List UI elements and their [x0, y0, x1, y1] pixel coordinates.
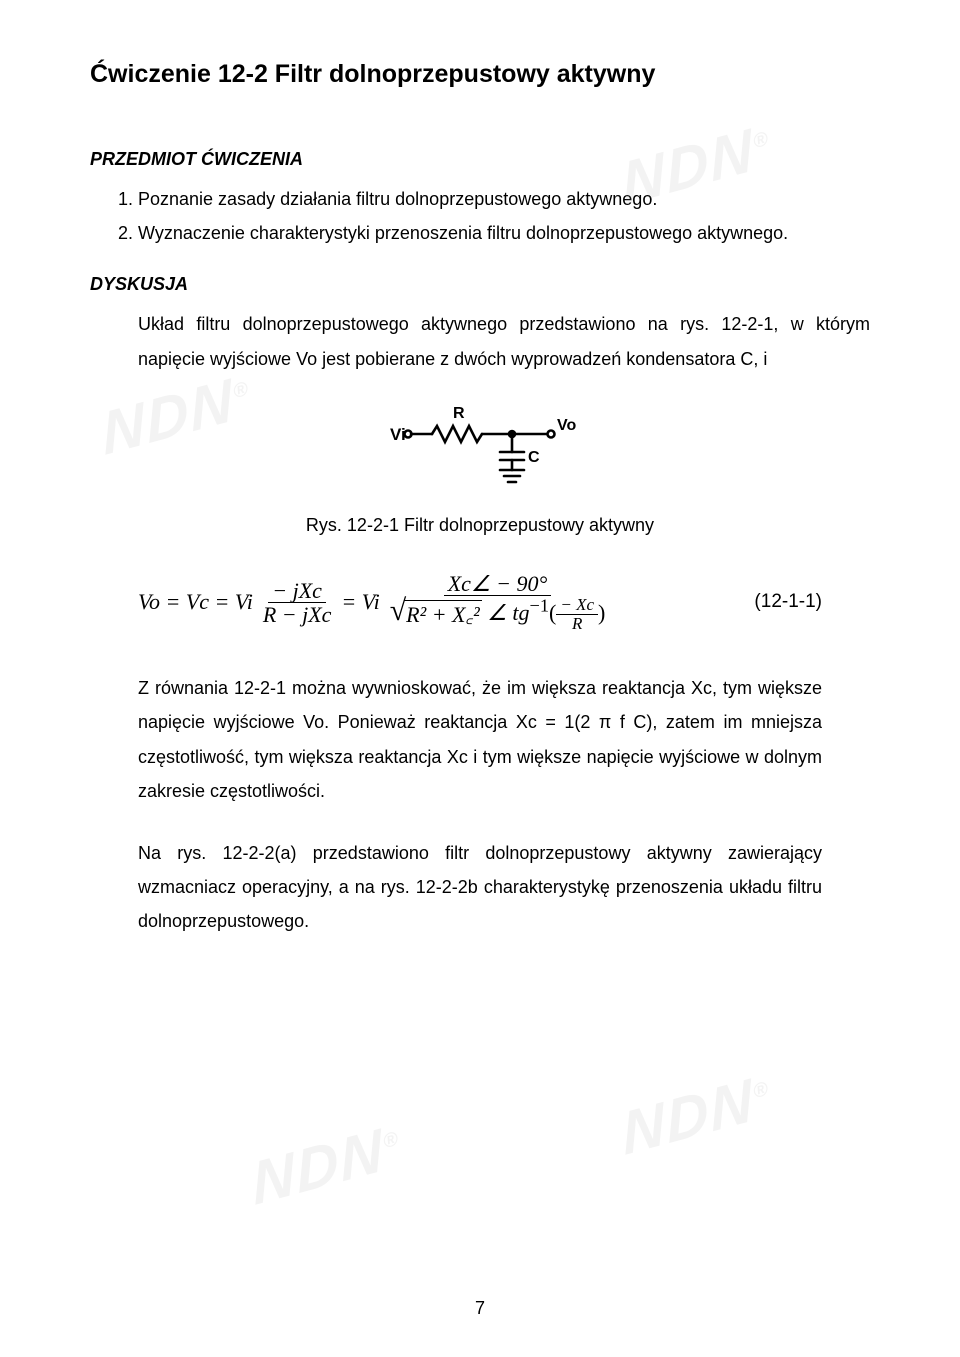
- list-item: Poznanie zasady działania filtru dolnopr…: [138, 182, 870, 216]
- page-number: 7: [0, 1298, 960, 1319]
- figure-caption: Rys. 12-2-1 Filtr dolnoprzepustowy aktyw…: [90, 515, 870, 536]
- section-heading-przedmiot: PRZEDMIOT ĆWICZENIA: [90, 149, 870, 170]
- page-title: Ćwiczenie 12-2 Filtr dolnoprzepustowy ak…: [90, 60, 870, 89]
- circuit-diagram: Vi R Vo C: [90, 404, 870, 497]
- section-heading-dyskusja: DYSKUSJA: [90, 274, 870, 295]
- list-item: Wyznaczenie charakterystyki przenoszenia…: [138, 216, 870, 250]
- circuit-label-vi: Vi: [390, 425, 406, 444]
- equation-number: (12-1-1): [754, 591, 822, 613]
- equation-lhs: Vo = Vc = Vi: [138, 589, 253, 615]
- equation-block: Vo = Vc = Vi − jXc R − jXc = Vi Xc∠ − 90…: [138, 572, 822, 633]
- body-paragraph: Na rys. 12-2-2(a) przedstawiono filtr do…: [138, 836, 822, 939]
- watermark-logo: NDN®: [620, 1060, 774, 1169]
- circuit-label-c: C: [528, 449, 540, 466]
- circuit-label-r: R: [453, 405, 465, 422]
- equation-fraction-2: Xc∠ − 90° √R² + X꜀² ∠ tg−1(− XcR): [386, 572, 610, 633]
- equation-fraction-1: − jXc R − jXc: [259, 579, 336, 626]
- equation-mid: = Vi: [341, 589, 379, 615]
- body-paragraph: Układ filtru dolnoprzepustowego aktywneg…: [138, 307, 870, 375]
- objectives-list: Poznanie zasady działania filtru dolnopr…: [138, 182, 870, 250]
- body-paragraph: Z równania 12-2-1 można wywnioskować, że…: [138, 671, 822, 808]
- watermark-logo: NDN®: [250, 1110, 404, 1219]
- circuit-label-vo: Vo: [557, 417, 576, 434]
